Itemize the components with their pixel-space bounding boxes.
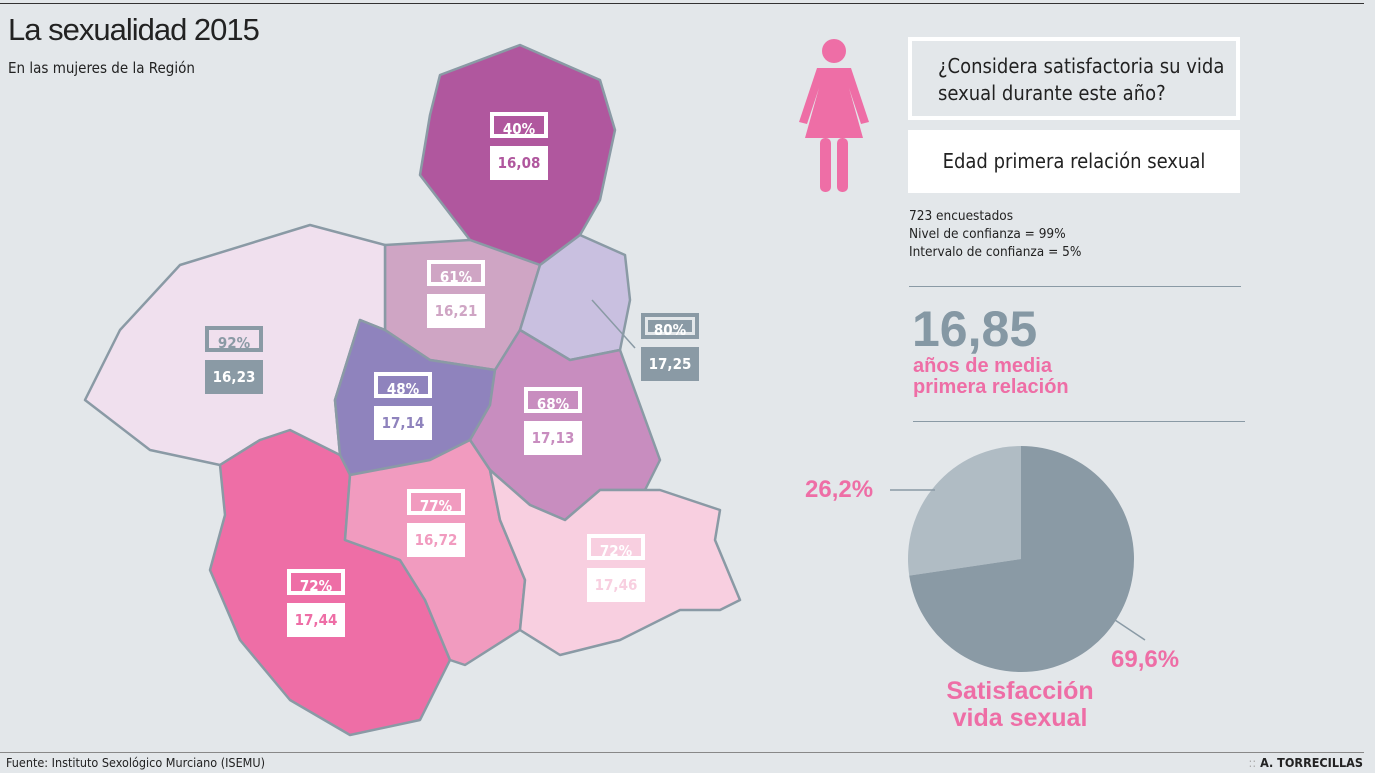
pie-chart [907,446,1134,672]
page-subtitle: En las mujeres de la Región [8,59,195,77]
region-label-east-center: 68% 17,13 [524,387,582,455]
stat-confidence-level: Nivel de confianza = 99% [909,226,1066,242]
pie-slice-1 [909,446,1134,672]
region-label-west: 92% 16,23 [205,326,263,394]
credit: :: A. TORRECILLAS [1249,755,1363,770]
average-label-line2: primera relación [913,376,1069,398]
page-title: La sexualidad 2015 [8,12,260,47]
region-label-south-center: 77% 16,72 [407,489,465,557]
divider [909,286,1241,287]
region-label-south-west: 72% 17,44 [287,569,345,637]
source-note: Fuente: Instituto Sexológico Murciano (I… [6,755,266,770]
region-label-center: 48% 17,14 [374,372,432,440]
average-label-line1: años de media [913,355,1052,377]
stat-confidence-interval: Intervalo de confianza = 5% [909,244,1082,260]
footer-rule [0,752,1364,753]
average-age-label: años de media primera relación [913,356,1069,398]
top-rule [0,3,1364,4]
legend-question-box: ¿Considera satisfactoria su vida sexual … [908,37,1240,120]
pie-label-satisfied: 69,6% [1111,646,1180,673]
region-label-north-east: 17,25 [641,313,699,381]
survey-stats: 723 encuestados Nivel de confianza = 99%… [909,207,1081,261]
legend-age-box: Edad primera relación sexual [908,130,1240,193]
region-label-north: 40% 16,08 [490,112,548,180]
stat-respondents: 723 encuestados [909,208,1014,224]
region-label-south-east: 72% 17,46 [587,534,645,602]
pie-title: Satisfacción vida sexual [900,678,1140,732]
pie-slice-0 [907,446,1021,576]
leader-line [591,299,636,349]
woman-icon [799,39,869,192]
divider [913,421,1245,422]
pie-title-line2: vida sexual [952,704,1088,732]
average-age-value: 16,85 [912,301,1038,357]
credit-dots-icon: :: [1248,755,1257,770]
pie-leader-2 [1114,619,1146,641]
credit-name: A. TORRECILLAS [1260,755,1363,770]
map-region-south-east [488,468,742,657]
pie-label-unsatisfied: 26,2% [805,476,874,503]
region-label-north-center: 61% 16,21 [427,260,485,328]
pie-title-line1: Satisfacción [946,677,1094,705]
